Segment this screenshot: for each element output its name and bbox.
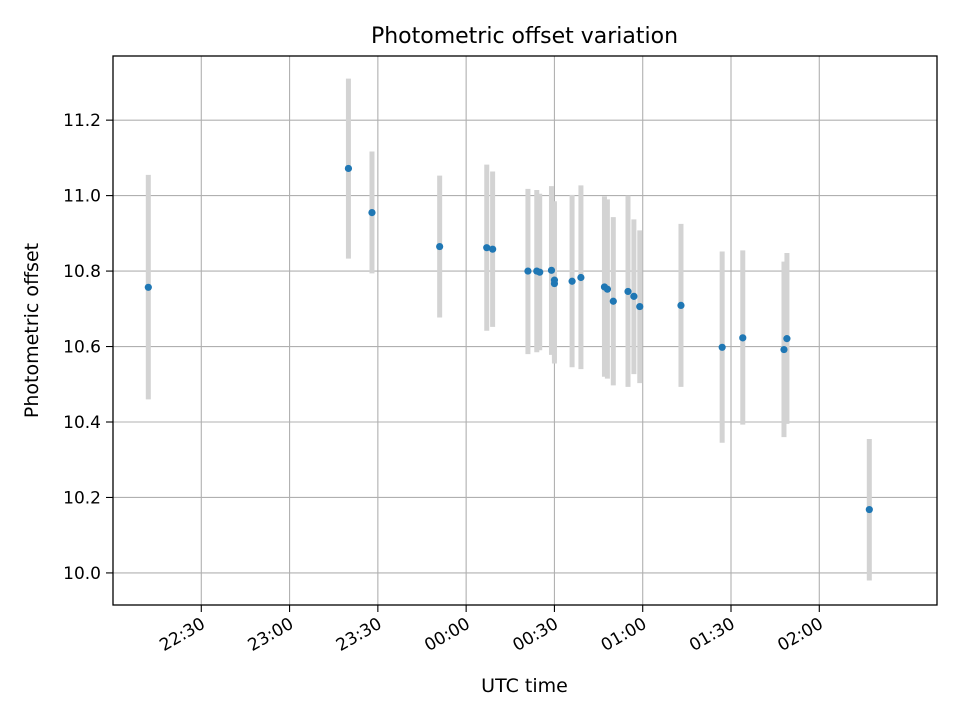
data-point (783, 335, 791, 343)
data-point (536, 268, 544, 276)
data-point (547, 266, 556, 274)
data-point (677, 301, 685, 310)
chart-title: Photometric offset variation (371, 24, 678, 49)
data-point (483, 244, 491, 252)
data-point (739, 334, 747, 342)
data-point (718, 343, 726, 351)
data-point (780, 345, 788, 354)
data-point (577, 273, 585, 282)
data-points (144, 164, 873, 514)
y-tick-label: 10.8 (63, 262, 101, 282)
data-point (144, 283, 152, 291)
y-tick-label: 11.2 (63, 111, 101, 131)
data-point (344, 164, 353, 173)
data-point (368, 208, 376, 217)
data-point (630, 292, 638, 300)
data-point (624, 287, 632, 296)
data-point (865, 505, 873, 514)
plot-area-frame (112, 55, 938, 606)
y-axis-ticks: 10.0 10.2 10.4 10.6 10.8 11.0 11.2 (63, 111, 113, 584)
y-axis-label: Photometric offset (21, 243, 43, 418)
y-tick-label: 10.4 (63, 413, 101, 433)
data-point (524, 267, 532, 275)
data-point (550, 276, 559, 284)
y-tick-label: 10.0 (63, 564, 101, 584)
data-point (489, 245, 497, 253)
y-tick-label: 10.6 (63, 338, 101, 358)
data-point (568, 277, 576, 285)
data-point (636, 302, 644, 311)
data-point (436, 242, 444, 251)
y-tick-label: 11.0 (63, 187, 101, 207)
data-point (603, 285, 612, 293)
x-axis-label: UTC time (481, 675, 568, 697)
data-point (609, 297, 617, 305)
y-tick-label: 10.2 (63, 488, 101, 508)
